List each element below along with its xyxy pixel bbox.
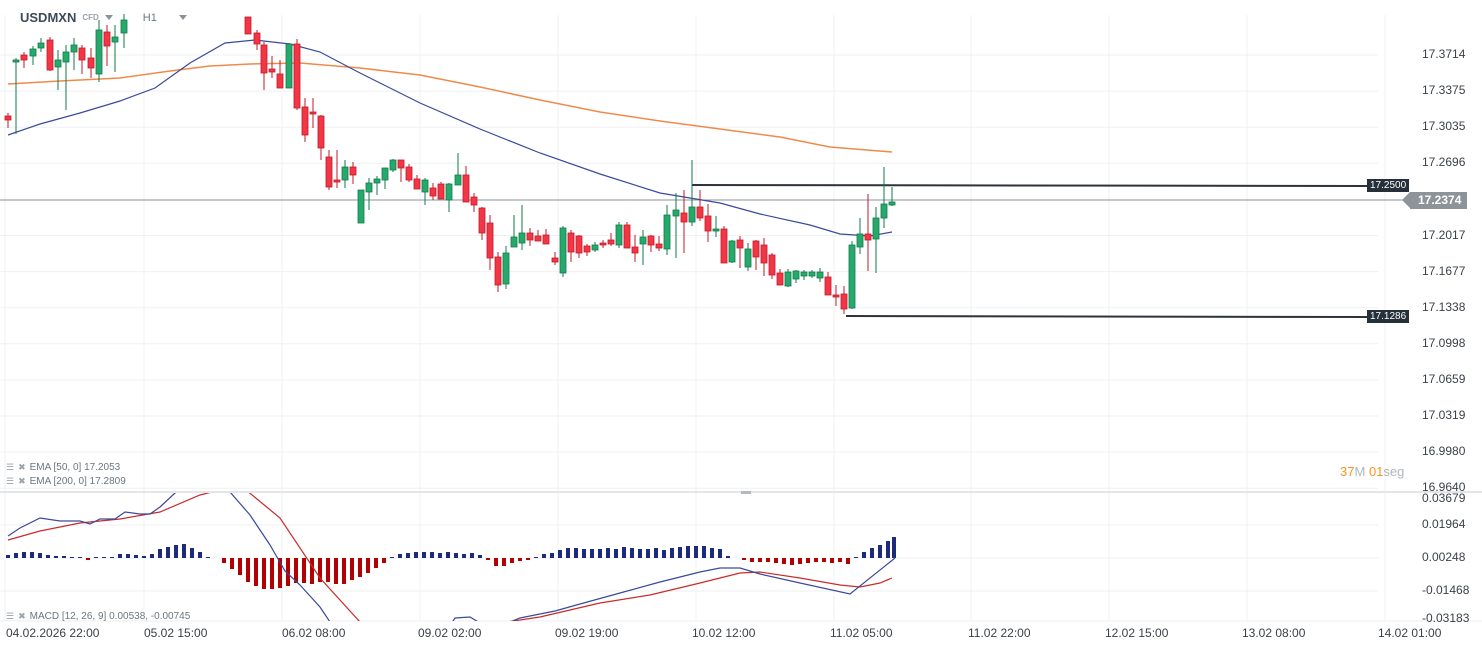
time-tick: 04.02.2026 22:00 <box>6 626 100 640</box>
macd-tick: 0.01964 <box>1422 517 1466 531</box>
chevron-down-icon[interactable] <box>104 15 113 20</box>
legend-ema200: ☰ ✖ EMA [200, 0] 17.2809 <box>6 476 126 487</box>
time-tick: 09.02 02:00 <box>418 626 482 640</box>
time-tick: 06.02 08:00 <box>282 626 346 640</box>
time-tick: 12.02 15:00 <box>1105 626 1169 640</box>
menu-icon[interactable]: ☰ <box>6 476 15 486</box>
time-tick: 05.02 15:00 <box>144 626 208 640</box>
close-icon[interactable]: ✖ <box>18 462 26 472</box>
timeframe-selector[interactable]: H1 <box>142 11 157 24</box>
time-tick: 11.02 05:00 <box>830 626 893 640</box>
price-tick: 16.9980 <box>1422 444 1466 459</box>
macd-tick: 0.03679 <box>1422 491 1466 505</box>
price-tick: 17.3714 <box>1422 47 1466 61</box>
close-icon[interactable]: ✖ <box>18 611 26 621</box>
time-tick: 11.02 22:00 <box>968 626 1031 640</box>
time-tick: 14.02 01:00 <box>1378 626 1442 640</box>
menu-icon[interactable]: ☰ <box>6 462 15 472</box>
price-tick: 17.0319 <box>1422 408 1466 422</box>
legend-ema50: ☰ ✖ EMA [50, 0] 17.2053 <box>6 462 121 473</box>
candle-countdown: 37M 01seg <box>1340 464 1405 479</box>
time-tick: 13.02 08:00 <box>1242 626 1306 640</box>
resistance-level-label: 17.2500 <box>1367 179 1410 192</box>
price-tick: 17.1677 <box>1422 263 1466 278</box>
macd-tick: -0.03183 <box>1422 611 1470 625</box>
support-level-label: 17.1286 <box>1367 310 1410 323</box>
legend-macd: ☰ ✖ MACD [12, 26, 9] 0.00538, -0.00745 <box>6 611 191 622</box>
instrument-type: CFD <box>82 13 99 22</box>
price-tick: 17.2017 <box>1422 227 1466 242</box>
price-tick: 17.2696 <box>1422 155 1466 170</box>
macd-tick: 0.00248 <box>1422 550 1466 564</box>
price-tick: 17.3375 <box>1422 83 1466 98</box>
time-tick: 10.02 12:00 <box>692 626 756 640</box>
price-tick: 17.0659 <box>1422 371 1466 386</box>
grid-lines <box>0 15 1482 622</box>
time-tick: 09.02 19:00 <box>555 626 619 640</box>
menu-icon[interactable]: ☰ <box>6 611 15 621</box>
chart-header: USDMXN CFD H1 <box>20 10 187 25</box>
macd-panel <box>6 493 896 621</box>
chevron-down-icon[interactable] <box>178 15 187 20</box>
current-price-label: 17.2374 <box>1401 192 1468 209</box>
symbol-selector[interactable]: USDMXN <box>20 10 77 25</box>
macd-tick: -0.01468 <box>1422 583 1470 597</box>
indicator-lines <box>0 39 1412 318</box>
candles <box>4 14 896 314</box>
close-icon[interactable]: ✖ <box>18 476 26 486</box>
price-tick: 17.1338 <box>1422 299 1466 314</box>
price-tick: 17.0998 <box>1422 335 1466 350</box>
price-tick: 17.3035 <box>1422 119 1466 134</box>
price-tick: 16.9640 <box>1422 480 1466 495</box>
